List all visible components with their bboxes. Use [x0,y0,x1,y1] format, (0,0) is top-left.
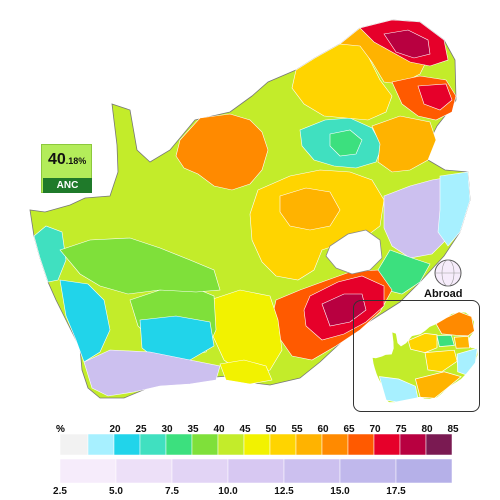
region-karoo-cyan [139,315,215,363]
legend-bottom-label: 15.0 [330,486,350,497]
inset-free-state [424,349,458,373]
legend-top-swatch [165,433,193,456]
legend-bottom-label: 10.0 [218,486,238,497]
lesotho [325,229,383,275]
legend-unit: % [56,424,65,435]
legend-top-swatch [87,433,115,456]
region-cape-purple [83,349,221,397]
legend-bottom-swatch [227,458,285,484]
abroad-label: Abroad [424,288,463,300]
legend-top-swatch [191,433,219,456]
legend-bottom-label: 17.5 [386,486,406,497]
national-result-value: 40.18% [48,151,86,169]
legend-top-label: 70 [369,424,381,435]
legend-top-label: 80 [421,424,433,435]
legend-top-label: 35 [187,424,199,435]
region-mpumalanga-orange [371,115,437,173]
legend-top-label: 55 [291,424,303,435]
legend-top-swatch [269,433,297,456]
region-kzn-blue [437,171,471,247]
region-eastern-cape-yellow [209,289,283,377]
inset-eastern-cape [414,371,462,399]
region-mopani-core [417,83,453,111]
region-vhembe-core [383,29,431,59]
party-tag: ANC [43,178,92,193]
region-garden-route-yellow [219,359,273,385]
inset-limpopo [435,311,475,337]
legend-top-swatch [243,433,271,456]
legend-top-label: 20 [109,424,121,435]
legend-bottom-label: 2.5 [53,486,67,497]
inset-western-cape [378,376,419,403]
legend-top-swatch [425,433,453,456]
inset-mpumalanga [453,335,471,349]
legend-bottom-swatch [395,458,453,484]
inset-north-west [407,333,438,353]
legend-bottom-label: 12.5 [274,486,294,497]
region-west-coast-blue [59,279,111,363]
legend-bottom-swatch [115,458,173,484]
legend-top-swatch [59,433,89,456]
legend-top-swatch [373,433,401,456]
legend-top-swatch [347,433,375,456]
legend-top-label: 65 [343,424,355,435]
legend-top-label: 40 [213,424,225,435]
legend-top-label: 60 [317,424,329,435]
inset-kzn [456,347,478,376]
legend-top-swatch [217,433,245,456]
region-north-west-orange [175,113,269,191]
legend-top-label: 30 [161,424,173,435]
legend-top-scale [59,433,453,456]
legend-bottom-swatch [283,458,341,484]
region-karoo-north-green [59,237,221,295]
legend-top-swatch [295,433,323,456]
legend-bottom-label: 5.0 [109,486,123,497]
legend-top-label: 50 [265,424,277,435]
legend-bottom-swatch [59,458,117,484]
legend-top-label: 45 [239,424,251,435]
legend-top-label: 75 [395,424,407,435]
inset-provincial-map [371,311,479,403]
result-value-main: 40 [48,151,66,168]
legend-bottom-swatch [171,458,229,484]
region-namaqua-cyan [33,225,67,283]
legend-top-swatch [113,433,141,456]
legend-bottom-scale [59,458,453,484]
region-gauteng-center [329,129,363,157]
inset-gauteng [436,334,455,347]
legend-top-swatch [321,433,349,456]
inset-frame [353,300,480,412]
legend-bottom-label: 7.5 [165,486,179,497]
result-value-fraction: .18% [65,156,87,166]
legend-bottom-swatch [339,458,397,484]
legend-top-label: 85 [447,424,459,435]
legend-top-swatch [139,433,167,456]
legend-top-swatch [399,433,427,456]
region-free-state-east [279,187,341,231]
legend-top-label: 25 [135,424,147,435]
